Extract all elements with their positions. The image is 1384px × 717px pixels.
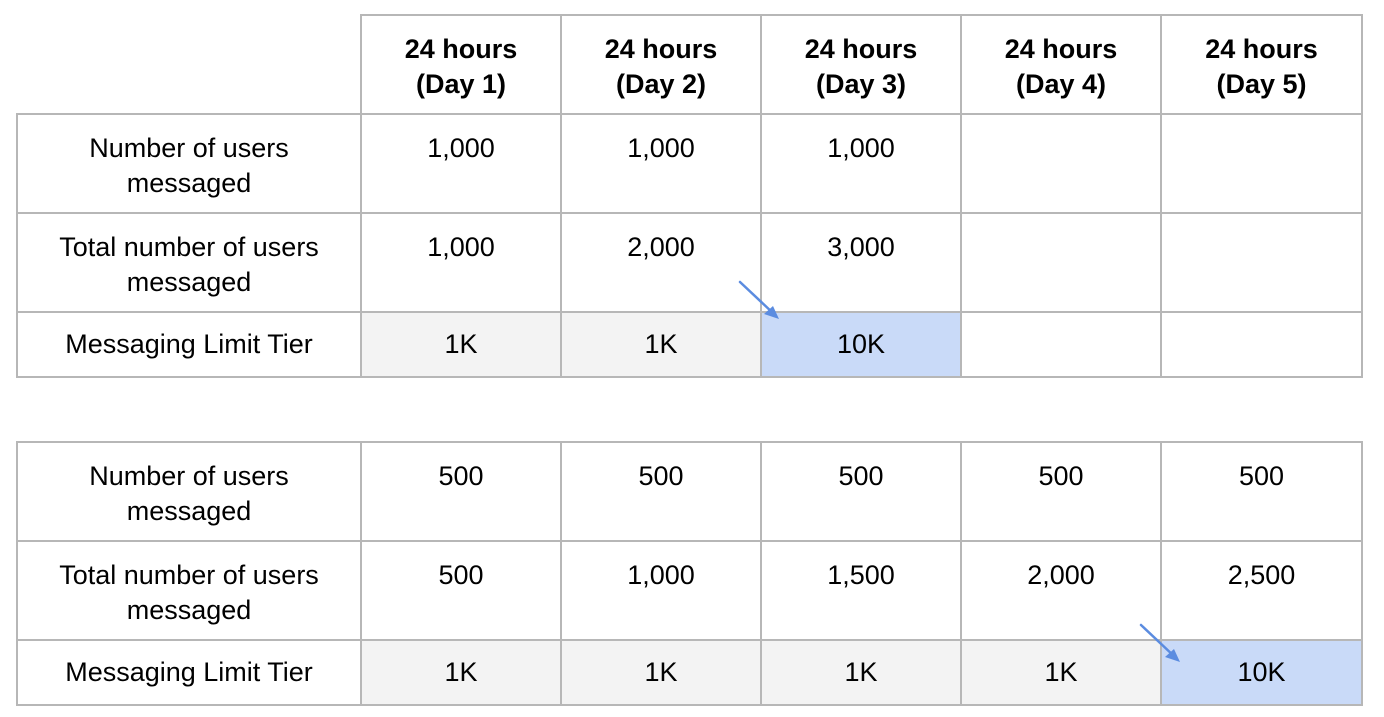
row-label: Number of users messaged	[16, 441, 362, 542]
table-cell: 2,000	[560, 212, 762, 313]
tier-cell: 1K	[360, 639, 562, 706]
row-label: Messaging Limit Tier	[16, 311, 362, 378]
table-cell	[1160, 113, 1363, 214]
table-cell: 1,000	[560, 540, 762, 641]
table-cell	[960, 113, 1162, 214]
header-day-4: 24 hours (Day 4)	[960, 14, 1162, 115]
table-cell: 1,500	[760, 540, 962, 641]
tier-cell-highlighted: 10K	[760, 311, 962, 378]
table-cell: 1,000	[360, 113, 562, 214]
table-cell: 3,000	[760, 212, 962, 313]
table-row: Number of users messaged 1,000 1,000 1,00…	[16, 113, 1363, 214]
table-cell: 500	[960, 441, 1162, 542]
table-cell: 1,000	[760, 113, 962, 214]
tier-row: Messaging Limit Tier 1K 1K 1K 1K 10K	[16, 639, 1363, 706]
tier-cell: 1K	[760, 639, 962, 706]
table-cell: 500	[360, 540, 562, 641]
tier-cell: 1K	[360, 311, 562, 378]
corner-cell	[17, 15, 362, 115]
tier-cell: 1K	[960, 639, 1162, 706]
table-day1-tier-upgrade: 24 hours (Day 1) 24 hours (Day 2) 24 hours…	[16, 14, 1363, 378]
header-day-2: 24 hours (Day 2)	[560, 14, 762, 115]
row-label: Total number of users messaged	[16, 540, 362, 641]
header-day-3: 24 hours (Day 3)	[760, 14, 962, 115]
table-cell: 2,500	[1160, 540, 1363, 641]
arrow-down-right-icon	[738, 280, 779, 319]
table-row: Number of users messaged 500 500 500 500 …	[16, 441, 1363, 542]
table-cell: 1,000	[560, 113, 762, 214]
tier-cell	[1160, 311, 1363, 378]
row-label: Number of users messaged	[16, 113, 362, 214]
table-row: Total number of users messaged 500 1,000 …	[16, 540, 1363, 641]
table-cell: 500	[360, 441, 562, 542]
row-label: Total number of users messaged	[16, 212, 362, 313]
table-cell: 500	[560, 441, 762, 542]
table-day5-tier-upgrade: Number of users messaged 500 500 500 500 …	[16, 441, 1363, 706]
tier-row: Messaging Limit Tier 1K 1K 10K	[16, 311, 1363, 378]
tier-cell: 1K	[560, 639, 762, 706]
arrow-down-right-icon	[1139, 623, 1180, 662]
tier-cell: 1K	[560, 311, 762, 378]
header-day-1: 24 hours (Day 1)	[360, 14, 562, 115]
row-label: Messaging Limit Tier	[16, 639, 362, 706]
tier-cell-highlighted: 10K	[1160, 639, 1363, 706]
table-cell: 1,000	[360, 212, 562, 313]
table-cell: 500	[760, 441, 962, 542]
table-cell	[960, 212, 1162, 313]
header-day-5: 24 hours (Day 5)	[1160, 14, 1363, 115]
table-cell: 2,000	[960, 540, 1162, 641]
table-cell	[1160, 212, 1363, 313]
tier-cell	[960, 311, 1162, 378]
table-row: Total number of users messaged 1,000 2,00…	[16, 212, 1363, 313]
header-row: 24 hours (Day 1) 24 hours (Day 2) 24 hours…	[17, 14, 1363, 115]
table-cell: 500	[1160, 441, 1363, 542]
